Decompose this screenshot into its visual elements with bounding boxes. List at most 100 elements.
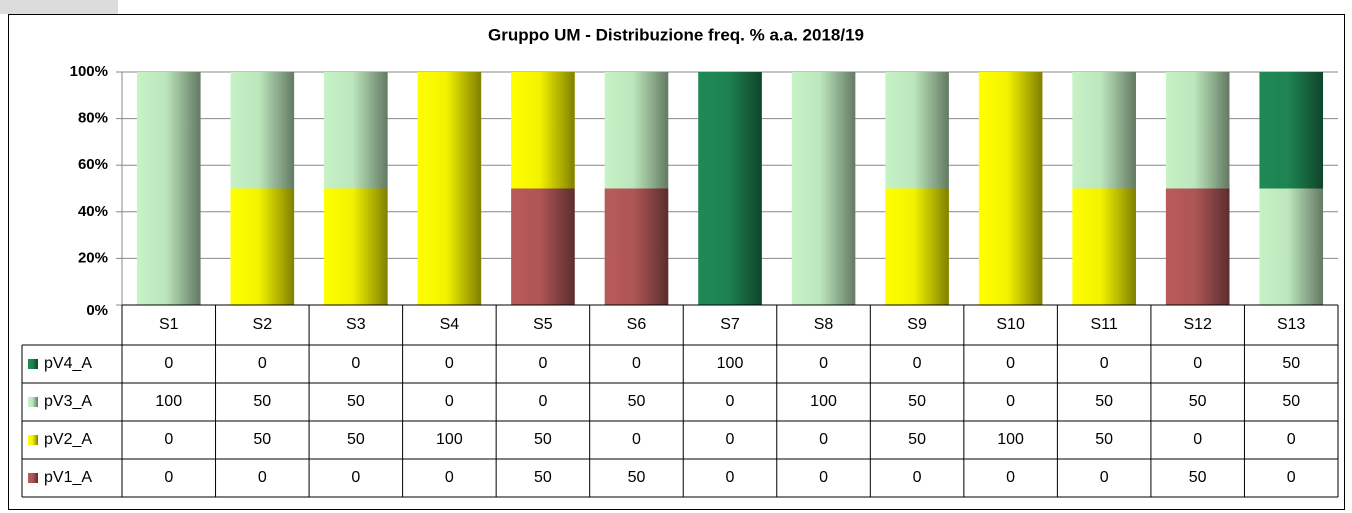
- bar-shade: [136, 72, 201, 305]
- table-value: 50: [908, 393, 926, 410]
- table-value: 0: [1193, 355, 1202, 372]
- bar-shade: [1259, 188, 1324, 305]
- bar-shade: [698, 72, 762, 305]
- table-value: 0: [445, 469, 454, 486]
- table-value: 0: [632, 431, 641, 448]
- legend-key-shade: [28, 473, 38, 483]
- x-tick-label: S6: [627, 316, 647, 333]
- bar-shade: [1165, 72, 1230, 189]
- table-value: 0: [819, 431, 828, 448]
- table-value: 0: [258, 355, 267, 372]
- bar-shade: [511, 72, 575, 189]
- bar-shade: [1072, 188, 1136, 305]
- x-tick-label: S2: [253, 316, 273, 333]
- chart-title: Gruppo UM - Distribuzione freq. % a.a. 2…: [488, 25, 864, 44]
- table-value: 50: [908, 431, 926, 448]
- table-value: 50: [1095, 431, 1113, 448]
- table-value: 0: [819, 469, 828, 486]
- legend-label: pV2_A: [44, 431, 92, 448]
- table-value: 50: [253, 393, 271, 410]
- x-tick-label: S11: [1091, 316, 1118, 333]
- table-value: 0: [1006, 355, 1015, 372]
- table-value: 0: [445, 393, 454, 410]
- table-value: 0: [726, 431, 735, 448]
- table-value: 0: [164, 355, 173, 372]
- table-value: 0: [258, 469, 267, 486]
- table-value: 0: [1287, 469, 1296, 486]
- legend-label: pV3_A: [44, 393, 92, 410]
- x-tick-label: S1: [159, 316, 179, 333]
- table-value: 0: [1100, 355, 1109, 372]
- legend-label: pV1_A: [44, 469, 92, 486]
- chart-frame: [8, 14, 1345, 510]
- bar-shade: [1259, 72, 1324, 189]
- bar-shade: [978, 72, 1043, 305]
- y-tick-label: 60%: [78, 156, 108, 173]
- table-value: 0: [351, 355, 360, 372]
- table-value: 0: [1006, 469, 1015, 486]
- bar-shade: [604, 72, 669, 189]
- y-tick-label: 0%: [86, 302, 108, 319]
- table-value: 0: [913, 355, 922, 372]
- table-value: 0: [1100, 469, 1109, 486]
- x-tick-label: S13: [1277, 316, 1306, 333]
- y-tick-label: 40%: [78, 203, 108, 220]
- table-value: 50: [1189, 469, 1207, 486]
- bar-shade: [417, 72, 482, 305]
- x-tick-label: S5: [533, 316, 553, 333]
- table-value: 0: [632, 355, 641, 372]
- bar-shade: [511, 188, 575, 305]
- table-value: 100: [436, 431, 463, 448]
- table-value: 0: [164, 469, 173, 486]
- y-tick-label: 80%: [78, 110, 108, 127]
- table-value: 100: [810, 393, 837, 410]
- table-value: 0: [1006, 393, 1015, 410]
- table-value: 0: [538, 355, 547, 372]
- table-value: 50: [1189, 393, 1207, 410]
- x-tick-label: S7: [720, 316, 740, 333]
- table-value: 50: [1282, 393, 1300, 410]
- legend-key-shade: [28, 397, 38, 407]
- bar-shade: [1072, 72, 1136, 189]
- table-value: 0: [726, 393, 735, 410]
- x-tick-label: S10: [996, 316, 1025, 333]
- table-value: 50: [534, 469, 552, 486]
- bar-shade: [1165, 188, 1230, 305]
- table-value: 0: [445, 355, 454, 372]
- table-value: 0: [726, 469, 735, 486]
- x-tick-label: S9: [907, 316, 927, 333]
- bar-shade: [324, 72, 388, 189]
- bar-shade: [230, 188, 295, 305]
- x-tick-label: S12: [1183, 316, 1212, 333]
- table-value: 50: [1282, 355, 1300, 372]
- bar-shade: [885, 188, 949, 305]
- table-value: 100: [717, 355, 744, 372]
- bar-shade: [324, 188, 388, 305]
- x-tick-label: S3: [346, 316, 366, 333]
- bar-shade: [604, 188, 669, 305]
- y-tick-label: 100%: [70, 63, 108, 80]
- table-value: 50: [628, 393, 646, 410]
- table-value: 50: [253, 431, 271, 448]
- legend-label: pV4_A: [44, 355, 92, 372]
- table-value: 50: [347, 393, 365, 410]
- x-tick-label: S4: [440, 316, 460, 333]
- table-value: 50: [1095, 393, 1113, 410]
- bar-shade: [885, 72, 949, 189]
- table-value: 0: [913, 469, 922, 486]
- table-value: 0: [1287, 431, 1296, 448]
- table-value: 50: [628, 469, 646, 486]
- bar-shade: [791, 72, 856, 305]
- bar-shade: [230, 72, 295, 189]
- legend-key-shade: [28, 435, 38, 445]
- top-tab: [0, 0, 118, 14]
- y-tick-label: 20%: [78, 249, 108, 266]
- table-value: 50: [347, 431, 365, 448]
- legend-key-shade: [28, 359, 38, 369]
- x-tick-label: S8: [814, 316, 834, 333]
- table-value: 0: [1193, 431, 1202, 448]
- table-value: 100: [155, 393, 182, 410]
- table-value: 0: [164, 431, 173, 448]
- table-value: 0: [538, 393, 547, 410]
